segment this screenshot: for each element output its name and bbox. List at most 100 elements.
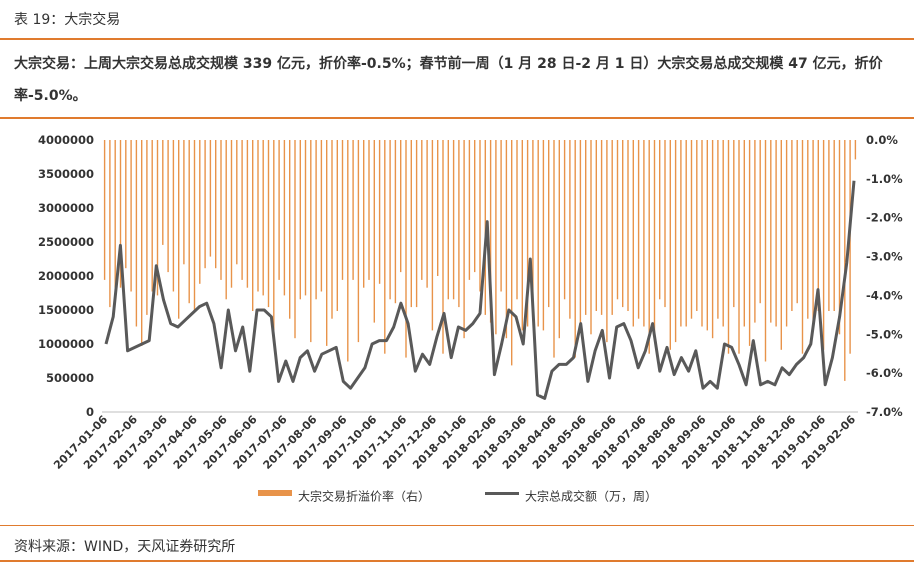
line-layer <box>104 180 856 400</box>
bar-135 <box>817 140 819 311</box>
bar-108 <box>674 140 677 343</box>
bar-93 <box>595 140 597 311</box>
bar-99 <box>627 140 629 311</box>
bar-120 <box>738 140 740 354</box>
bar-74 <box>495 140 497 335</box>
bar-65 <box>447 140 449 300</box>
bar-39 <box>310 140 312 343</box>
left-tick-label: 2500000 <box>38 235 94 249</box>
line-series-total-volume <box>104 180 856 400</box>
bar-115 <box>711 140 714 339</box>
bar-6 <box>135 140 138 327</box>
bar-128 <box>780 140 782 350</box>
bar-52 <box>378 140 381 284</box>
bar-95 <box>606 140 608 343</box>
bar-26 <box>241 140 243 280</box>
bottom-rule-upper <box>0 525 914 526</box>
bar-10 <box>156 140 159 296</box>
bar-73 <box>489 140 492 323</box>
bar-136 <box>822 140 825 350</box>
bar-25 <box>236 140 238 265</box>
bar-67 <box>458 140 460 308</box>
top-rule <box>0 38 914 40</box>
bar-46 <box>347 140 349 362</box>
bar-81 <box>532 140 534 315</box>
bar-63 <box>437 140 439 276</box>
bar-19 <box>204 140 206 269</box>
bar-45 <box>341 140 344 280</box>
bar-11 <box>162 140 164 245</box>
bar-119 <box>733 140 735 308</box>
bar-34 <box>283 140 286 296</box>
bar-139 <box>838 140 841 335</box>
bar-100 <box>632 140 634 327</box>
bar-75 <box>500 140 502 292</box>
bar-90 <box>579 140 582 327</box>
bar-31 <box>267 140 270 308</box>
bar-2 <box>114 140 116 288</box>
bar-64 <box>442 140 444 354</box>
bar-129 <box>785 140 788 327</box>
bar-24 <box>230 140 233 288</box>
bar-89 <box>574 140 576 358</box>
bar-9 <box>151 140 153 292</box>
bar-30 <box>262 140 264 296</box>
left-tick-label: 3500000 <box>38 167 94 181</box>
bar-42 <box>326 140 328 346</box>
bar-140 <box>844 140 846 381</box>
bar-83 <box>542 140 545 331</box>
bar-138 <box>833 140 835 311</box>
bar-61 <box>426 140 428 288</box>
bar-20 <box>209 140 212 257</box>
bar-130 <box>791 140 793 311</box>
bar-41 <box>320 140 323 292</box>
bar-17 <box>193 140 196 311</box>
bar-27 <box>246 140 249 288</box>
right-tick-label: -4.0% <box>866 288 903 302</box>
bar-131 <box>796 140 798 304</box>
bar-7 <box>141 140 143 346</box>
bar-92 <box>590 140 592 335</box>
bar-66 <box>452 140 455 300</box>
bar-60 <box>421 140 423 280</box>
bar-15 <box>183 140 185 265</box>
bar-62 <box>431 140 434 331</box>
legend-label-bar: 大宗交易折溢价率（右） <box>298 489 430 504</box>
bars-layer <box>103 140 857 381</box>
bar-37 <box>299 140 301 300</box>
right-tick-label: -6.0% <box>866 366 903 380</box>
bar-98 <box>622 140 624 308</box>
bar-71 <box>479 140 481 292</box>
bar-38 <box>304 140 307 296</box>
bar-85 <box>553 140 555 358</box>
bar-102 <box>643 140 645 327</box>
legend-label-line: 大宗总成交额（万，周） <box>525 489 657 504</box>
left-tick-label: 4000000 <box>38 133 94 147</box>
bar-87 <box>563 140 566 300</box>
bar-122 <box>748 140 751 346</box>
bar-79 <box>521 140 523 331</box>
left-tick-label: 1500000 <box>38 303 94 317</box>
legend-swatch-bar <box>258 490 292 496</box>
bar-80 <box>526 140 529 327</box>
bar-53 <box>384 140 386 354</box>
right-tick-label: -3.0% <box>866 250 903 264</box>
bar-123 <box>754 140 756 323</box>
bar-126 <box>770 140 772 323</box>
bar-124 <box>759 140 761 304</box>
bar-106 <box>664 140 666 308</box>
bar-101 <box>637 140 640 319</box>
bar-142 <box>854 140 857 160</box>
bar-0 <box>103 140 106 280</box>
bar-55 <box>394 140 397 304</box>
bar-40 <box>315 140 317 300</box>
bar-59 <box>415 140 418 308</box>
right-tick-label: 0.0% <box>866 133 898 147</box>
bar-104 <box>653 140 656 339</box>
bar-47 <box>352 140 354 280</box>
bar-43 <box>331 140 333 319</box>
bar-12 <box>167 140 169 273</box>
bar-51 <box>373 140 375 323</box>
bar-96 <box>611 140 613 315</box>
bar-94 <box>600 140 603 315</box>
